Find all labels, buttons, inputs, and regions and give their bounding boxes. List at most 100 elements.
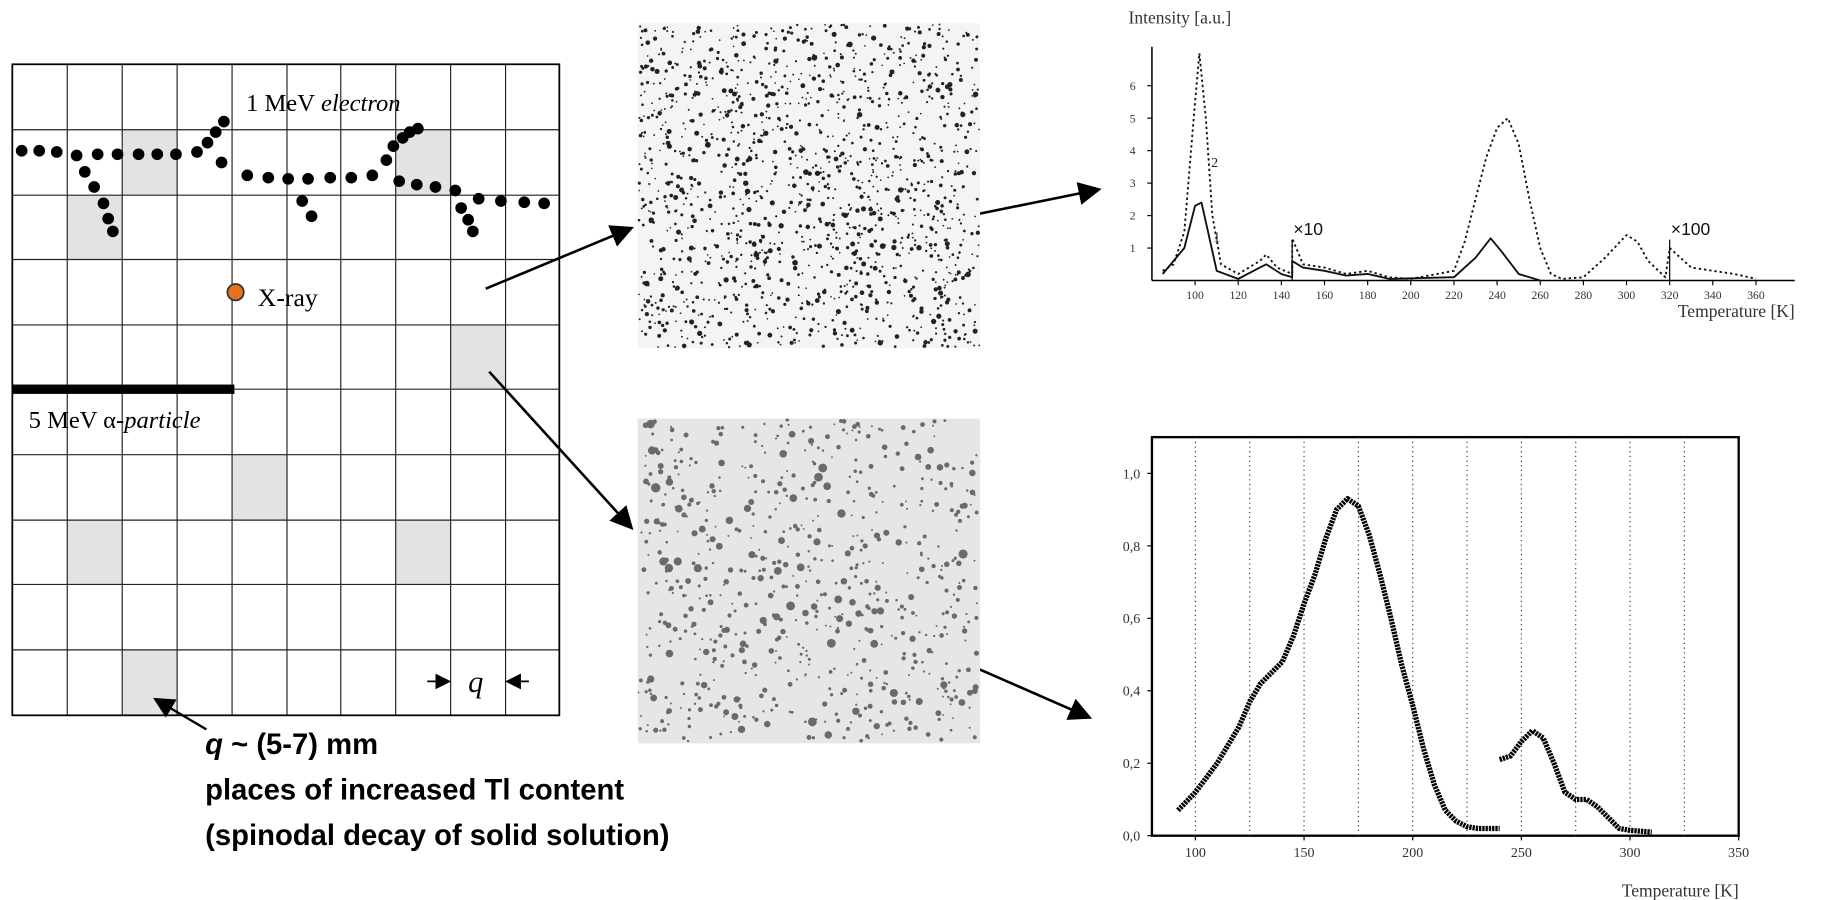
precipitate [868,463,874,469]
precipitate [859,236,861,239]
precipitate [727,345,731,349]
precipitate [835,62,840,68]
precipitate [977,225,980,228]
precipitate [762,128,765,131]
electron-dot [472,192,485,205]
precipitate [712,660,715,664]
precipitate [814,164,818,167]
precipitate [772,160,774,163]
precipitate [891,136,895,139]
precipitate [880,162,884,165]
precipitate [738,720,740,723]
precipitate [902,652,906,656]
precipitate [664,69,668,73]
electron-prefix: 1 MeV [246,90,315,117]
precipitate [778,223,784,229]
precipitate [891,244,897,251]
precipitate [716,50,720,54]
precipitate [860,539,864,543]
precipitate [869,265,873,269]
precipitate [690,214,695,219]
precipitate [789,494,798,503]
y-tick-label: 0,0 [1123,830,1141,845]
precipitate [772,590,776,593]
precipitate [956,206,960,210]
precipitate [880,428,884,432]
precipitate [922,670,925,673]
precipitate [718,69,724,75]
precipitate [875,580,878,583]
precipitate [767,592,774,599]
precipitate [868,157,871,160]
precipitate [920,58,923,61]
precipitate [743,714,747,718]
precipitate [754,30,758,34]
precipitate [694,657,697,661]
precipitate [903,525,907,529]
precipitate [927,557,930,560]
precipitate [824,720,827,723]
precipitate [862,123,866,127]
electron-dot [455,202,467,214]
precipitate [861,515,865,520]
precipitate [870,174,873,177]
precipitate [809,245,813,249]
precipitate [736,24,739,27]
precipitate [816,243,823,249]
precipitate [654,301,657,304]
precipitate [735,527,739,530]
precipitate [775,650,777,652]
precipitate [807,122,812,127]
precipitate [874,298,878,301]
precipitate [704,30,706,33]
precipitate [651,432,655,436]
precipitate [806,182,810,186]
precipitate [819,220,823,224]
precipitate [769,575,774,580]
precipitate [964,274,967,277]
precipitate [710,229,715,233]
precipitate [683,92,687,96]
precipitate [908,594,915,601]
precipitate [823,288,827,292]
precipitate [734,632,738,636]
precipitate [824,29,828,33]
precipitate [747,476,750,479]
precipitate [755,156,758,160]
precipitate [769,242,772,245]
precipitate [645,729,648,733]
precipitate [877,252,881,256]
precipitate [665,94,669,98]
precipitate [806,39,809,42]
precipitate [675,320,677,323]
precipitate [648,58,654,63]
precipitate [785,585,788,589]
precipitate [869,62,874,66]
precipitate [800,524,803,527]
precipitate [900,615,904,620]
precipitate [689,79,692,81]
precipitate [874,584,881,591]
precipitate [704,566,708,570]
precipitate [972,266,975,270]
precipitate [644,312,649,317]
precipitate [860,232,863,235]
precipitate [945,40,948,43]
precipitate [659,149,661,152]
precipitate [774,82,777,84]
precipitate [659,612,664,617]
precipitate [854,566,858,570]
precipitate [709,315,711,318]
x-tick-label: 320 [1661,289,1679,302]
precipitate [856,257,859,259]
precipitate [867,486,871,490]
precipitate [696,25,701,31]
precipitate [930,478,933,481]
precipitate [692,92,697,97]
precipitate [854,52,857,55]
precipitate [931,563,936,569]
precipitate [833,49,837,53]
precipitate [833,667,836,671]
precipitate [768,62,771,65]
